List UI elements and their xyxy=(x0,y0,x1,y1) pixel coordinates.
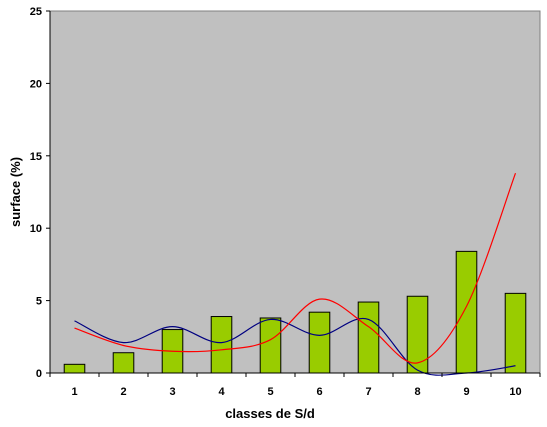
bar xyxy=(112,352,135,374)
bar xyxy=(357,301,380,374)
y-tick-label: 0 xyxy=(36,368,42,380)
bar-series xyxy=(63,250,527,374)
x-tick-label: 5 xyxy=(267,386,273,398)
x-axis-ticks: 1 2 3 4 5 6 7 8 9 10 xyxy=(49,373,541,398)
y-tick-label: 15 xyxy=(30,151,42,163)
bar xyxy=(504,292,527,374)
y-axis-ticks: 0 5 10 15 20 25 xyxy=(30,6,50,380)
x-tick-label: 8 xyxy=(414,386,420,398)
line-series-2 xyxy=(74,172,517,364)
x-axis-title: classes de S/d xyxy=(225,406,315,421)
y-tick-label: 10 xyxy=(30,223,42,235)
x-tick-label: 7 xyxy=(365,386,371,398)
bar xyxy=(63,363,86,374)
bar xyxy=(455,250,478,374)
x-tick-label: 4 xyxy=(218,386,225,398)
bar xyxy=(259,317,282,374)
bar xyxy=(308,311,331,374)
x-tick-label: 1 xyxy=(71,386,77,398)
y-tick-label: 20 xyxy=(30,78,42,90)
line-series-group xyxy=(74,172,517,376)
x-tick-label: 10 xyxy=(509,386,521,398)
x-tick-label: 6 xyxy=(316,386,322,398)
bar xyxy=(406,295,429,374)
line-series-1 xyxy=(74,317,516,376)
x-tick-label: 9 xyxy=(463,386,469,398)
y-tick-label: 25 xyxy=(30,6,42,18)
x-tick-label: 3 xyxy=(169,386,175,398)
bar xyxy=(210,316,233,374)
x-tick-label: 2 xyxy=(120,386,126,398)
y-axis-title: surface (%) xyxy=(8,157,23,227)
y-tick-label: 5 xyxy=(36,296,42,308)
